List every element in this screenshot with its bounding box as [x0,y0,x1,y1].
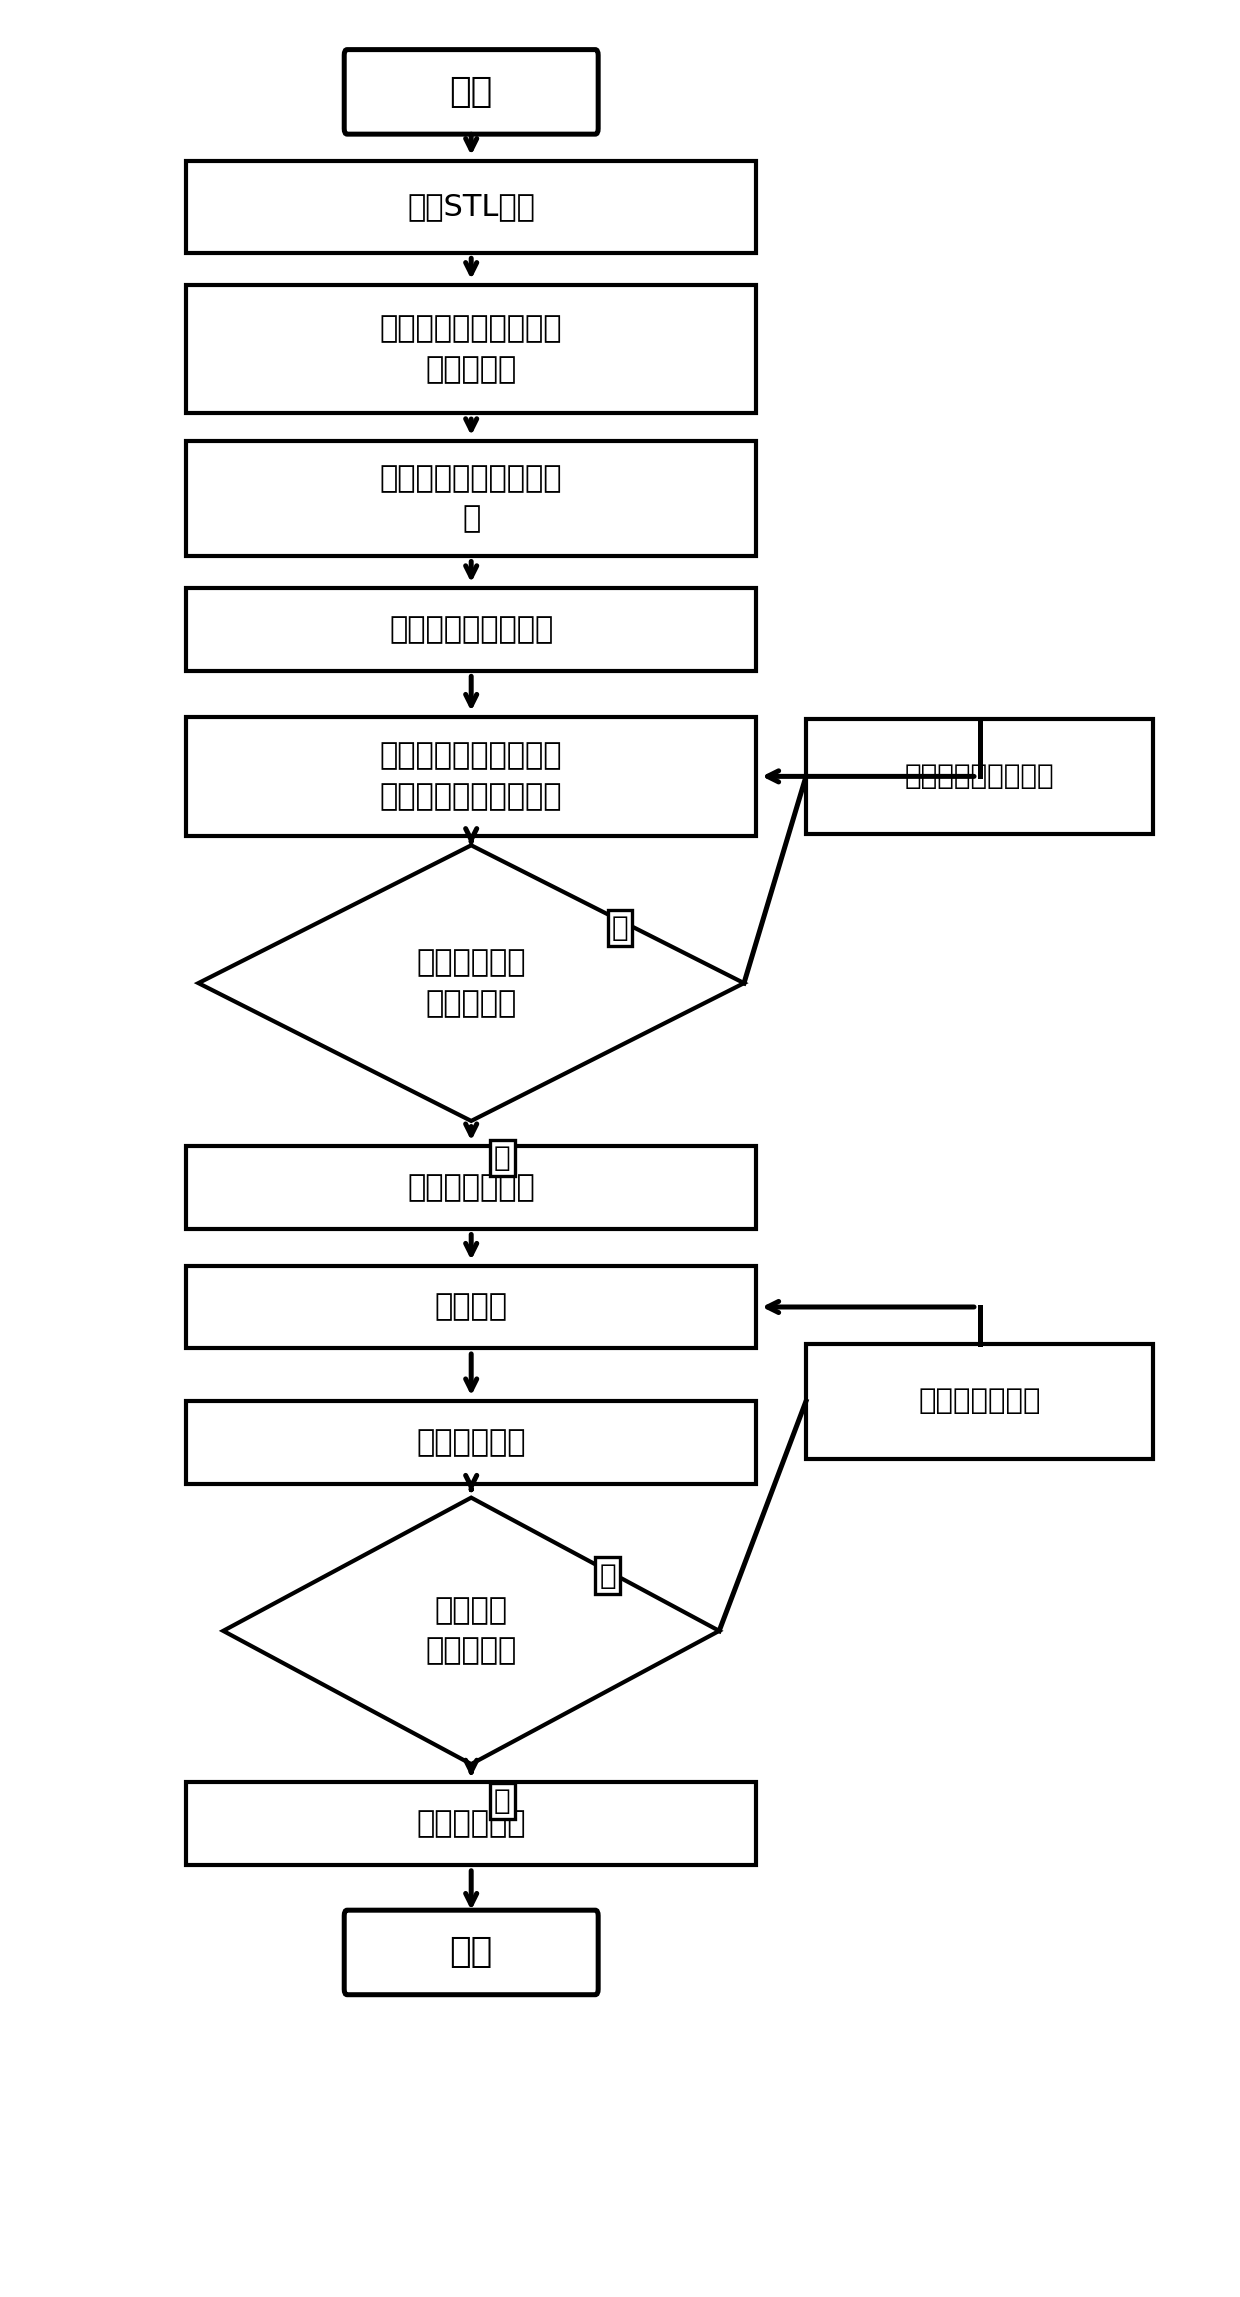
Bar [186,1146,756,1229]
Bar [186,588,756,671]
Bar [186,1401,756,1484]
Bar [186,285,756,413]
Text: 开始: 开始 [450,76,492,108]
FancyBboxPatch shape [345,1911,598,1994]
Polygon shape [223,1498,719,1764]
Text: 输出切层轮廓: 输出切层轮廓 [417,1810,526,1838]
Text: 所有三角面片
处理完毕？: 所有三角面片 处理完毕？ [417,949,526,1018]
Text: 否: 否 [611,914,629,942]
Text: 调取下一层切层: 调取下一层切层 [919,1387,1040,1415]
Text: 是: 是 [494,1787,511,1815]
Bar [186,161,756,253]
Text: 确定切层厚度和切层方
向: 确定切层厚度和切层方 向 [379,464,563,533]
Text: 结束: 结束 [450,1936,492,1969]
Text: 调取第一个三角面片: 调取第一个三角面片 [389,616,553,643]
Text: 是: 是 [494,1144,511,1171]
Text: 否: 否 [599,1562,616,1590]
Text: 构建三角面片边和顶点
的索引信息: 构建三角面片边和顶点 的索引信息 [379,315,563,384]
Text: 调取第一层切层: 调取第一层切层 [407,1174,536,1201]
Bar [806,719,1153,834]
FancyBboxPatch shape [345,51,598,133]
Text: 切层轮廓排序: 切层轮廓排序 [417,1429,526,1456]
Text: 所有切层
处理完毕？: 所有切层 处理完毕？ [425,1596,517,1665]
Text: 求出该三角面片上所有
切线段并分配标记数字: 求出该三角面片上所有 切线段并分配标记数字 [379,742,563,811]
Text: 读取STL模型: 读取STL模型 [407,193,536,221]
Polygon shape [198,845,744,1121]
Bar [186,441,756,556]
Bar [186,1782,756,1865]
Text: 调取下一个三角面片: 调取下一个三角面片 [905,763,1054,790]
Bar [186,717,756,836]
Bar [806,1344,1153,1459]
Bar [186,1266,756,1348]
Text: 顶点焊接: 顶点焊接 [435,1293,507,1321]
